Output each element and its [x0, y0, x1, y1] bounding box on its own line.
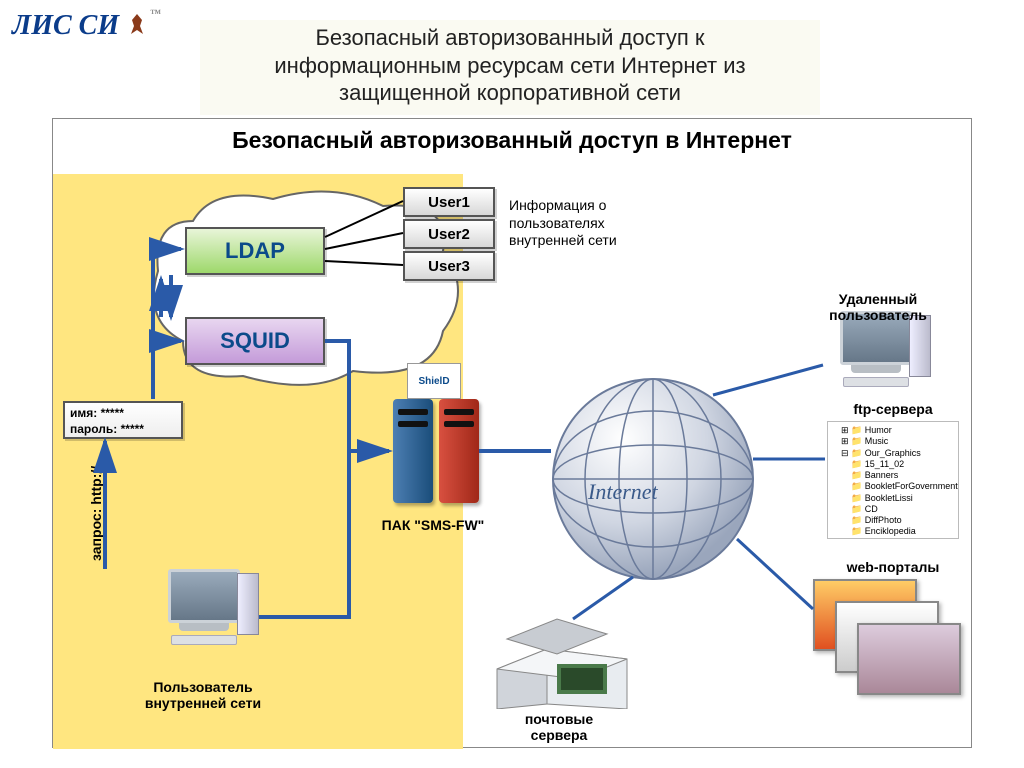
web-portals-label: web-порталы [833, 559, 953, 575]
logo-text: ЛИС СИ [12, 10, 119, 41]
credentials-box: имя: ***** пароль: ***** [63, 401, 183, 439]
page-title: Безопасный авторизованный доступ к инфор… [200, 20, 820, 115]
tree-item: Music [865, 436, 889, 446]
http-request-label: запрос: http:// [88, 466, 104, 561]
diagram-heading: Безопасный авторизованный доступ в Интер… [53, 127, 971, 154]
ftp-label: ftp-сервера [833, 401, 953, 417]
auth-password: пароль: ***** [70, 422, 176, 438]
tree-item: CD [865, 504, 878, 514]
brand-logo: ЛИС СИ ™ [12, 8, 161, 42]
tree-item: 15_11_02 [865, 459, 904, 469]
web-portal-thumbnails [813, 579, 963, 709]
title-line: информационным ресурсам сети Интернет из [200, 52, 820, 80]
firewall-server-red [439, 399, 479, 503]
mail-server-icon [487, 609, 637, 709]
pak-label: ПАК "SMS-FW" [363, 517, 503, 533]
squid-node: SQUID [185, 317, 325, 365]
user-record-2: User2 [403, 219, 495, 249]
shield-badge-icon: ShielD [407, 363, 461, 399]
fox-icon [126, 12, 148, 38]
web-thumb [857, 623, 961, 695]
mail-servers-label: почтовые сервера [499, 711, 619, 743]
internal-user-pc-icon [149, 569, 259, 659]
title-line: защищенной корпоративной сети [200, 79, 820, 107]
firewall-server-blue [393, 399, 433, 503]
network-diagram: Безопасный авторизованный доступ в Интер… [52, 118, 972, 748]
tree-item: Enciklopedia [865, 526, 916, 536]
tree-item: Banners [865, 470, 899, 480]
tree-item: Our_Graphics [865, 448, 921, 458]
tree-item: DiffPhoto [865, 515, 902, 525]
tree-item: BookletLissi [865, 493, 913, 503]
trademark-icon: ™ [150, 8, 161, 20]
remote-user-label: Удаленный пользователь [788, 291, 968, 323]
internal-user-label: Пользователь внутренней сети [113, 679, 293, 711]
ldap-node: LDAP [185, 227, 325, 275]
users-info-text: Информация о пользователях внутренней се… [509, 197, 659, 250]
tree-item: Humor [865, 425, 892, 435]
internet-label: Internet [588, 479, 658, 505]
tree-item: BookletForGovernment [865, 481, 958, 491]
title-line: Безопасный авторизованный доступ к [200, 24, 820, 52]
user-record-3: User3 [403, 251, 495, 281]
remote-user-pc-icon [821, 311, 931, 401]
user-record-1: User1 [403, 187, 495, 217]
ftp-tree: ⊞ 📁 Humor ⊞ 📁 Music ⊟ 📁 Our_Graphics 📁 1… [827, 421, 959, 539]
auth-username: имя: ***** [70, 406, 176, 422]
